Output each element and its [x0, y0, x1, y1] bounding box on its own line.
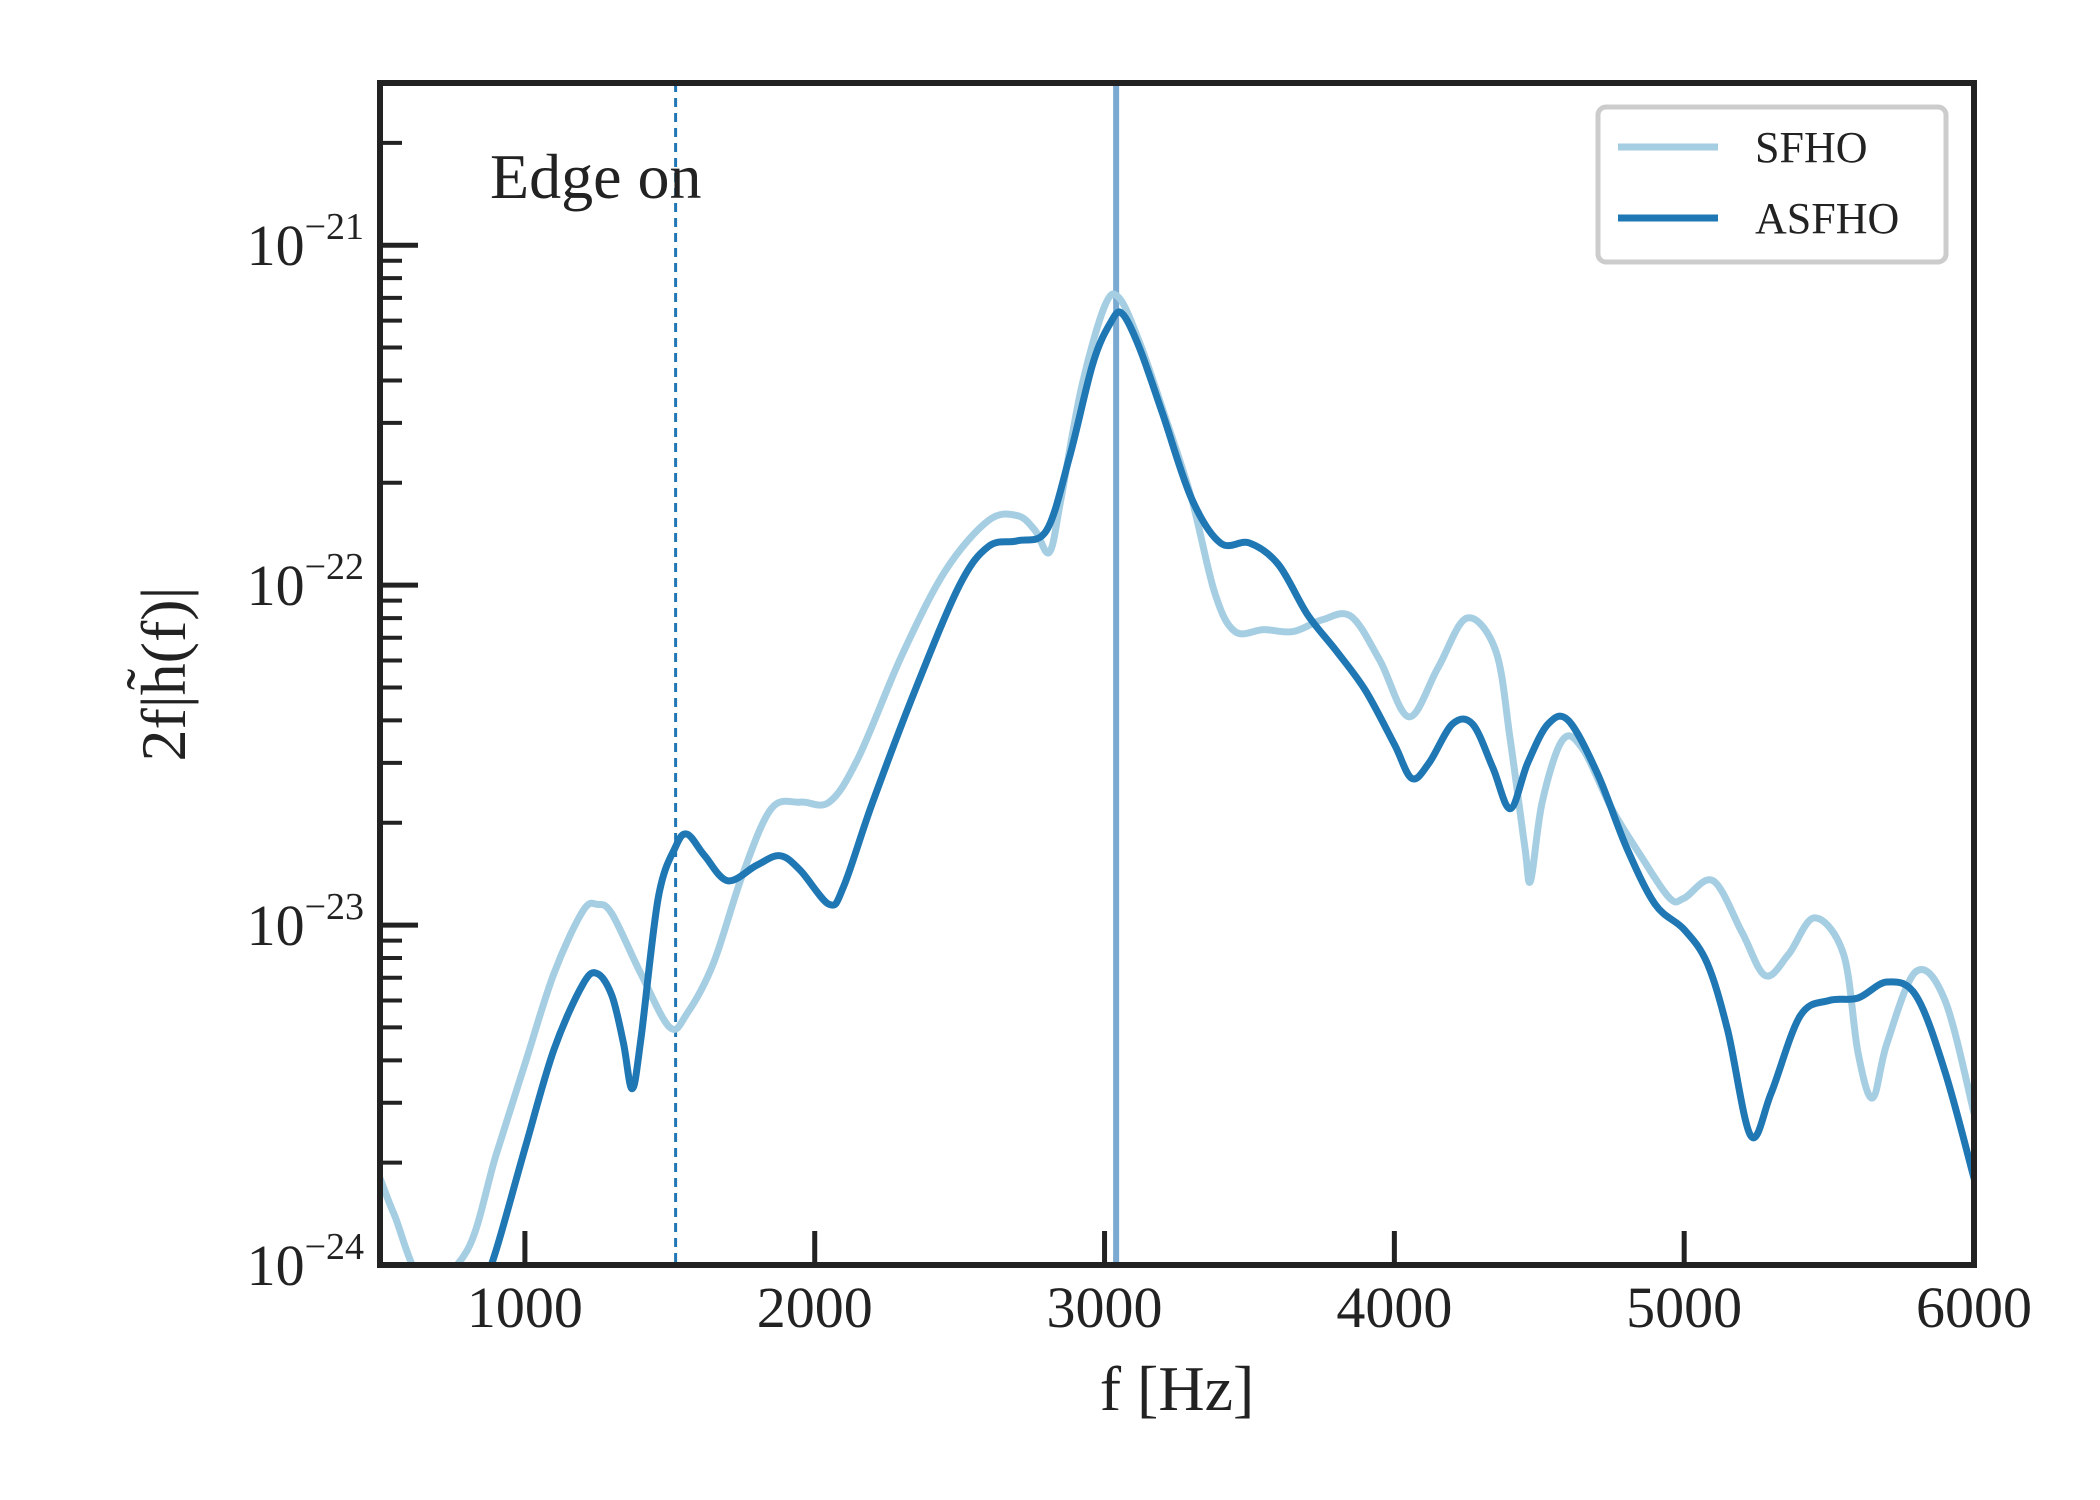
x-tick-label: 2000	[757, 1275, 873, 1340]
y-tick-label: 10−22	[247, 546, 364, 618]
x-tick-label: 6000	[1916, 1275, 2032, 1340]
y-axis-label: 2f|h̃(f)|	[127, 587, 199, 762]
series-line-asfho	[487, 308, 1974, 1265]
y-tick-label: 10−21	[247, 206, 364, 278]
legend-label-asfho: ASFHO	[1755, 194, 1899, 243]
y-tick-label: 10−23	[247, 886, 364, 958]
annotation-edge-on: Edge on	[490, 141, 702, 212]
legend-label-sfho: SFHO	[1755, 123, 1868, 172]
x-tick-label: 1000	[467, 1275, 583, 1340]
x-tick-label: 5000	[1626, 1275, 1742, 1340]
x-tick-label: 4000	[1336, 1275, 1452, 1340]
series-line-sfho	[380, 290, 1974, 1265]
y-tick-label: 10−24	[247, 1226, 364, 1298]
x-axis-label: f [Hz]	[1100, 1353, 1255, 1424]
x-tick-label: 3000	[1047, 1275, 1163, 1340]
plot-frame	[377, 80, 1977, 1268]
legend: SFHO ASFHO	[1595, 104, 1949, 265]
